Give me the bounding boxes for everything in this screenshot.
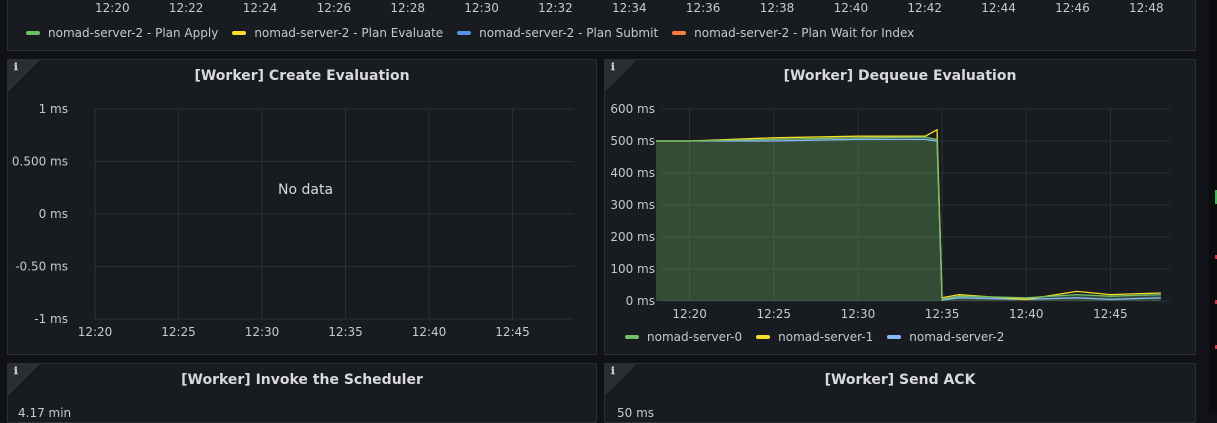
x-tick-label: 12:40 <box>1009 307 1044 321</box>
legend-swatch <box>457 31 472 35</box>
panel-info-corner[interactable] <box>8 60 40 92</box>
panel-invoke-scheduler: ℹ [Worker] Invoke the Scheduler 4.17 min <box>7 363 597 423</box>
legend-item[interactable]: nomad-server-2 - Plan Apply <box>26 26 218 40</box>
x-tick-label: 12:25 <box>161 325 196 339</box>
create-eval-graph: 1 ms 0.500 ms 0 ms -0.50 ms -1 ms 12:20 12:25 1… <box>12 102 574 339</box>
legend-swatch <box>26 31 40 35</box>
legend-label: nomad-server-2 <box>909 330 1005 344</box>
panel-info-corner[interactable] <box>605 60 637 92</box>
panel-send-ack: ℹ [Worker] Send ACK 50 ms <box>604 363 1196 423</box>
window-edge <box>1209 0 1217 412</box>
legend-item[interactable]: nomad-server-2 <box>887 330 1004 344</box>
legend-swatch <box>672 31 687 35</box>
info-icon[interactable]: ℹ <box>14 366 18 377</box>
legend-swatch <box>887 335 902 339</box>
x-tick-label: 12:22 <box>168 1 204 15</box>
info-icon[interactable]: ℹ <box>611 366 615 377</box>
legend-swatch <box>756 335 771 339</box>
series-area-nomad-server-0 <box>655 137 1161 301</box>
edge-marker-red <box>1215 255 1217 259</box>
panel-info-corner[interactable] <box>8 364 40 396</box>
x-tick-label: 12:25 <box>756 307 791 321</box>
panel-info-corner[interactable] <box>605 364 637 396</box>
y-tick-label: 100 ms <box>610 262 655 276</box>
y-tick-label: 600 ms <box>610 102 655 116</box>
top-legend: nomad-server-2 - Plan Apply nomad-server-… <box>26 26 928 40</box>
panel-title[interactable]: [Worker] Invoke the Scheduler <box>181 372 423 388</box>
legend-label: nomad-server-2 - Plan Wait for Index <box>694 26 915 40</box>
legend-label: nomad-server-2 - Plan Evaluate <box>254 26 444 40</box>
y-tick-label: 0 ms <box>39 207 68 221</box>
y-tick-label: 400 ms <box>610 166 655 180</box>
y-tick-label: 0.500 ms <box>12 155 68 169</box>
panel-title[interactable]: [Worker] Send ACK <box>824 372 976 388</box>
panel-title[interactable]: [Worker] Dequeue Evaluation <box>783 68 1017 84</box>
x-tick-label: 12:30 <box>245 325 280 339</box>
x-tick-label: 12:34 <box>612 1 647 15</box>
legend-label: nomad-server-1 <box>778 330 874 344</box>
legend-item[interactable]: nomad-server-2 - Plan Submit <box>457 26 658 40</box>
x-tick-label: 12:28 <box>390 1 426 15</box>
y-tick-label: 200 ms <box>610 230 655 244</box>
legend-item[interactable]: nomad-server-1 <box>756 330 873 344</box>
x-tick-label: 12:45 <box>1093 307 1128 321</box>
x-tick-label: 12:44 <box>981 1 1016 15</box>
y-tick-label: 1 ms <box>39 102 68 116</box>
no-data-message: No data <box>278 182 334 198</box>
edge-marker-red <box>1215 345 1217 349</box>
y-axis-partial-tick: 50 ms <box>617 406 655 420</box>
y-axis-partial-tick: 4.17 min <box>18 406 72 420</box>
series-line-nomad-server-0[interactable] <box>655 136 1161 301</box>
legend-item[interactable]: nomad-server-2 - Plan Evaluate <box>232 26 443 40</box>
legend-label: nomad-server-0 <box>647 330 743 344</box>
x-tick-label: 12:32 <box>538 1 573 15</box>
x-tick-label: 12:46 <box>1055 1 1090 15</box>
x-tick-label: 12:30 <box>841 307 876 321</box>
x-tick-label: 12:30 <box>464 1 499 15</box>
x-tick-label: 12:35 <box>328 325 363 339</box>
legend-label: nomad-server-2 - Plan Submit <box>479 26 659 40</box>
x-tick-label: 12:40 <box>412 325 447 339</box>
edge-marker-red <box>1215 300 1217 304</box>
legend-swatch <box>232 31 247 35</box>
x-tick-label: 12:45 <box>495 325 530 339</box>
y-tick-label: 300 ms <box>610 198 655 212</box>
top-panel: 12:20 12:22 12:24 12:26 12:28 12:30 12:32 12:34… <box>7 0 1196 51</box>
panel-create-evaluation: ℹ [Worker] Create Evaluation 1 ms 0.500 m… <box>7 59 597 355</box>
x-tick-label: 12:26 <box>316 1 352 15</box>
y-tick-label: -1 ms <box>34 312 68 326</box>
dequeue-legend: nomad-server-0 nomad-server-1 nomad-server… <box>625 330 1018 344</box>
y-tick-label: -0.50 ms <box>15 260 68 274</box>
x-tick-label: 12:20 <box>95 1 130 15</box>
x-tick-label: 12:24 <box>242 1 278 15</box>
x-tick-label: 12:20 <box>672 307 707 321</box>
top-time-axis: 12:20 12:22 12:24 12:26 12:28 12:30 12:32 12:34… <box>8 1 1195 17</box>
info-icon[interactable]: ℹ <box>14 62 18 73</box>
dequeue-eval-graph[interactable]: 600 ms 500 ms 400 ms 300 ms 200 ms 100 ms 0 ms… <box>605 60 1196 355</box>
legend-item[interactable]: nomad-server-0 <box>625 330 742 344</box>
x-tick-label: 12:40 <box>833 1 869 15</box>
x-tick-label: 12:35 <box>925 307 960 321</box>
x-tick-label: 12:48 <box>1129 1 1164 15</box>
x-tick-label: 12:42 <box>907 1 943 15</box>
edge-marker-green <box>1215 190 1217 204</box>
y-tick-label: 500 ms <box>610 134 655 148</box>
panel-title[interactable]: [Worker] Create Evaluation <box>194 68 410 84</box>
legend-swatch <box>625 335 639 339</box>
info-icon[interactable]: ℹ <box>611 62 615 73</box>
legend-label: nomad-server-2 - Plan Apply <box>48 26 219 40</box>
y-tick-label: 0 ms <box>626 294 655 308</box>
legend-item[interactable]: nomad-server-2 - Plan Wait for Index <box>672 26 914 40</box>
x-tick-label: 12:20 <box>78 325 113 339</box>
x-tick-label: 12:36 <box>685 1 721 15</box>
x-tick-label: 12:38 <box>759 1 795 15</box>
panel-dequeue-evaluation: ℹ [Worker] Dequeue Evaluation 600 ms 500 … <box>604 59 1196 355</box>
